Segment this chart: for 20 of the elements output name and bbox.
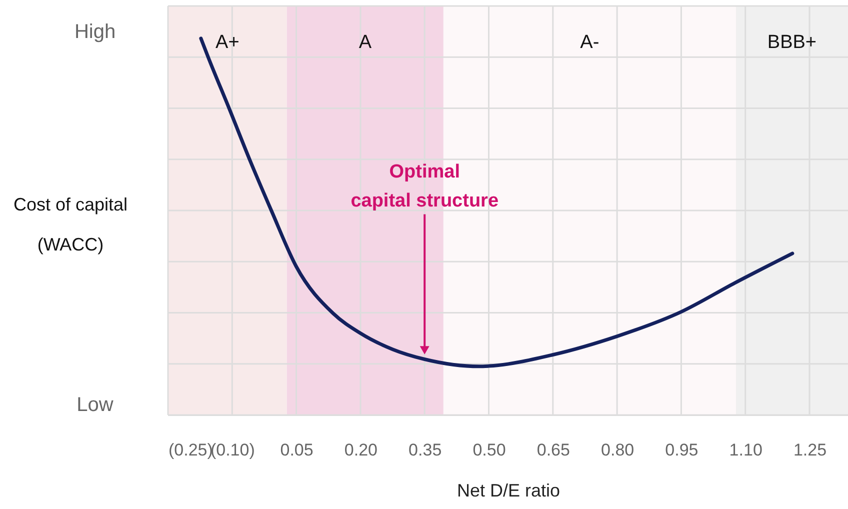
x-tick-label: 0.80	[601, 440, 634, 460]
annotation: Optimal capital structure	[350, 161, 499, 212]
x-tick-label: 1.25	[793, 440, 827, 460]
x-tick-label: (0.10)	[210, 440, 255, 460]
x-tick-label: 1.10	[729, 440, 762, 460]
text: High	[74, 21, 116, 43]
y-axis-title: Cost of capital (WACC)	[13, 194, 128, 254]
text: Low	[76, 394, 114, 416]
x-tick-label: 0.95	[665, 440, 698, 460]
x-tick-label: (0.25)	[168, 440, 213, 460]
band-label: A-	[580, 32, 600, 53]
band-label: A	[358, 32, 372, 53]
x-axis-title: Net D/E ratio	[456, 480, 560, 500]
band-label: BBB+	[767, 32, 817, 53]
band-label: A+	[216, 32, 240, 53]
x-tick-label: 0.65	[536, 440, 570, 460]
x-tick-label: 0.50	[472, 440, 506, 460]
x-tick-label: 0.05	[280, 440, 314, 460]
x-tick-label: 0.35	[408, 440, 442, 460]
x-tick-label: 0.20	[344, 440, 378, 460]
